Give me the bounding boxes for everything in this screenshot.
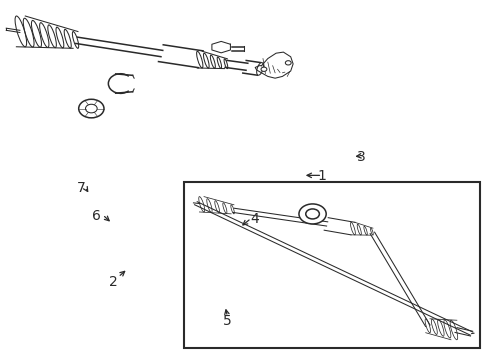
Text: 3: 3 — [356, 150, 365, 164]
Circle shape — [79, 99, 104, 118]
Text: 7: 7 — [77, 181, 86, 195]
Text: 1: 1 — [317, 170, 326, 184]
Polygon shape — [211, 41, 230, 53]
Circle shape — [261, 67, 266, 71]
Bar — [183, 182, 479, 348]
Polygon shape — [324, 218, 354, 235]
Polygon shape — [242, 60, 260, 75]
Text: 2: 2 — [109, 275, 117, 289]
Circle shape — [285, 61, 290, 65]
Circle shape — [85, 104, 97, 113]
Circle shape — [305, 209, 319, 219]
Text: 4: 4 — [249, 212, 258, 226]
Ellipse shape — [256, 63, 263, 75]
Polygon shape — [255, 52, 292, 78]
Text: 5: 5 — [223, 314, 231, 328]
Polygon shape — [158, 45, 203, 68]
Text: 6: 6 — [92, 209, 101, 223]
Circle shape — [298, 204, 325, 224]
